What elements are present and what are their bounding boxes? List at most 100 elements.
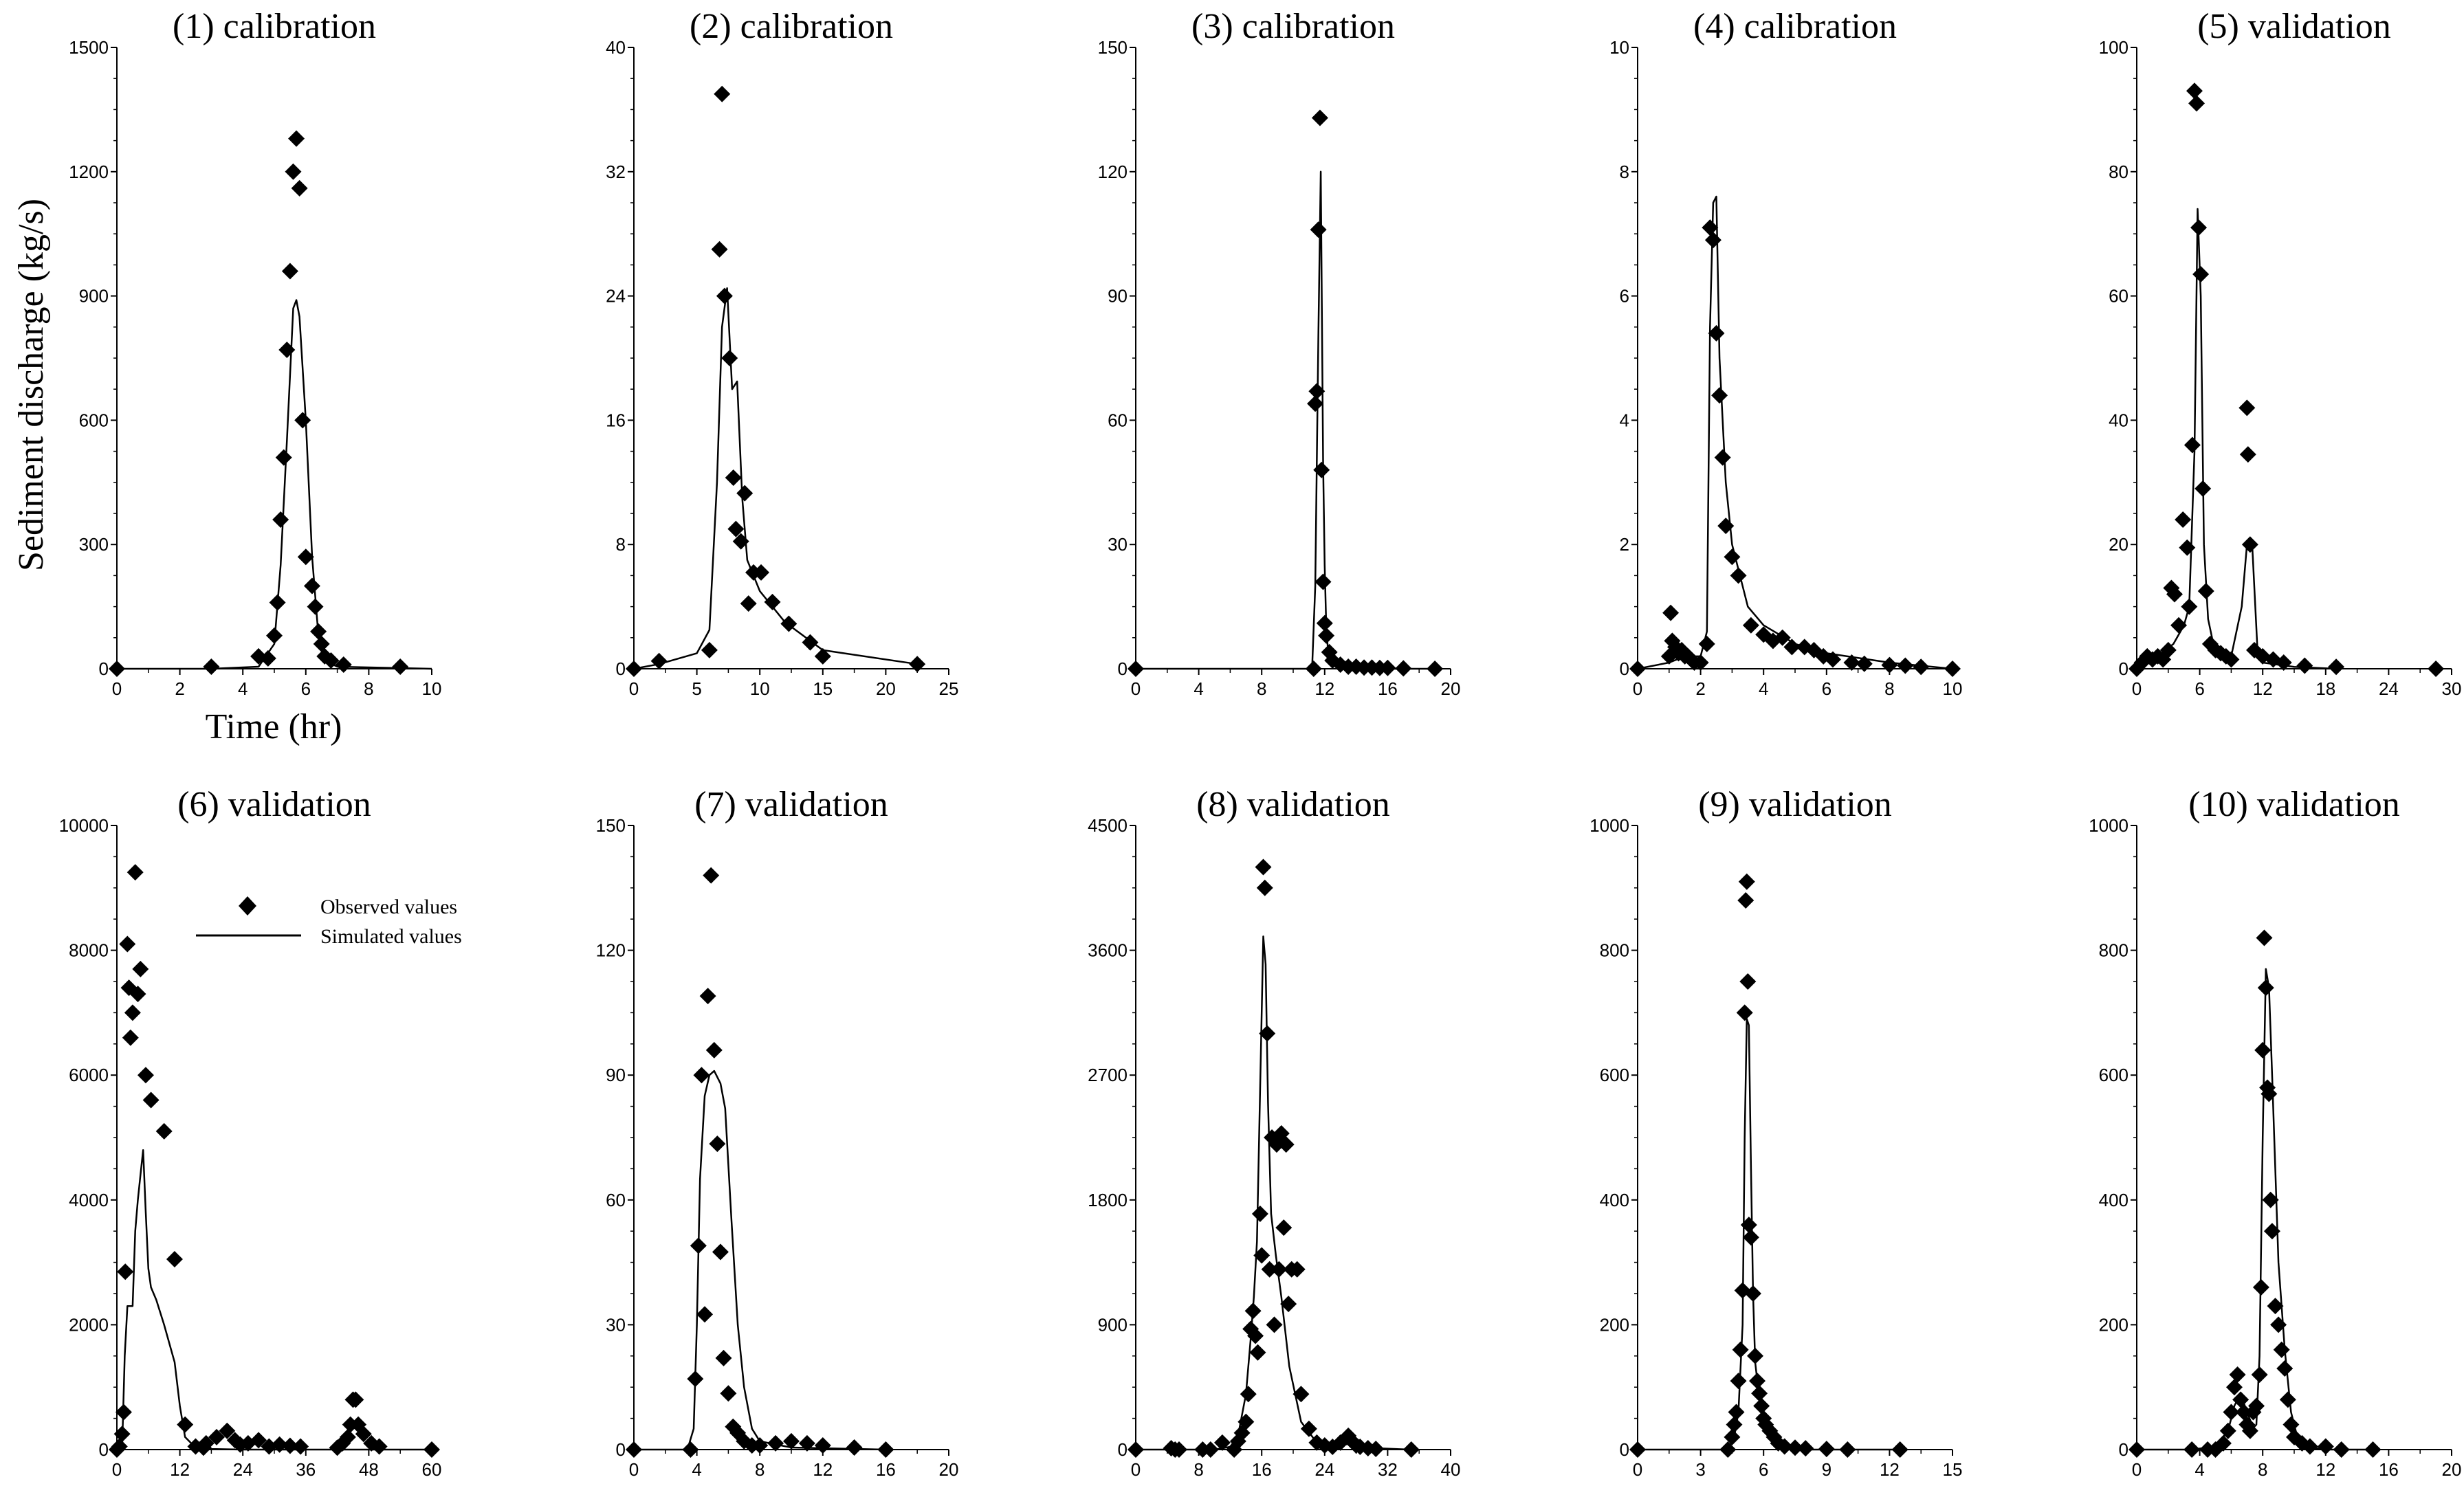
observed-point bbox=[2301, 1438, 2318, 1455]
y-tick-label: 150 bbox=[596, 815, 626, 836]
observed-point bbox=[2223, 1404, 2240, 1421]
observed-point bbox=[1843, 654, 1860, 671]
observed-point bbox=[711, 241, 728, 258]
observed-point bbox=[1379, 659, 1396, 676]
y-tick-label: 40 bbox=[2109, 410, 2128, 430]
x-tick-label: 8 bbox=[1194, 1459, 1203, 1480]
x-tick-label: 0 bbox=[1633, 678, 1642, 699]
observed-point bbox=[2219, 1422, 2236, 1439]
observed-point bbox=[1753, 1397, 1770, 1415]
observed-point bbox=[2257, 979, 2274, 997]
observed-point bbox=[1913, 658, 1930, 676]
legend-observed-marker bbox=[239, 896, 256, 916]
simulated-line bbox=[634, 1069, 886, 1451]
observed-point bbox=[303, 577, 320, 595]
observed-point bbox=[271, 1436, 288, 1453]
panel-8: (8) validation 0 900 1800 2700 3600 4500 0 8 16 24… bbox=[1088, 785, 1460, 1480]
observed-point bbox=[1305, 661, 1322, 677]
y-tick-label: 120 bbox=[1098, 162, 1128, 182]
observed-point bbox=[725, 469, 742, 487]
x-tick-label: 4 bbox=[1194, 678, 1203, 699]
y-tick-label: 0 bbox=[99, 1439, 109, 1460]
x-tick-label: 12 bbox=[2316, 1459, 2335, 1480]
x-tick-label: 4 bbox=[692, 1459, 701, 1480]
x-tick-label: 0 bbox=[1131, 1459, 1141, 1480]
y-tick-label: 20 bbox=[2109, 534, 2128, 555]
y-tick-label: 400 bbox=[2099, 1190, 2128, 1210]
observed-point bbox=[1251, 1205, 1268, 1222]
x-tick-label: 9 bbox=[1822, 1459, 1832, 1480]
y-tick-label: 600 bbox=[1600, 1065, 1629, 1085]
observed-point bbox=[1247, 1327, 1264, 1344]
panel-1: (1) calibration 0 300 600 900 1200 1500 0 2 4 6 8 10 bbox=[69, 7, 441, 699]
panel-title: (7) validation bbox=[694, 785, 888, 824]
observed-point bbox=[1280, 1296, 1297, 1313]
observed-point bbox=[1367, 1440, 1385, 1457]
observed-point bbox=[266, 627, 283, 644]
y-tick-label: 2700 bbox=[1088, 1065, 1128, 1085]
observed-point bbox=[2184, 436, 2201, 454]
simulated-line bbox=[2136, 208, 2337, 670]
x-tick-label: 0 bbox=[112, 1459, 122, 1480]
observed-point bbox=[1128, 1441, 1144, 1458]
x-tick-label: 3 bbox=[1695, 1459, 1705, 1480]
observed-point bbox=[1318, 627, 1335, 644]
observed-point bbox=[2296, 657, 2313, 674]
y-tick-label: 900 bbox=[1098, 1314, 1128, 1335]
observed-point bbox=[288, 130, 305, 147]
y-tick-label: 200 bbox=[1600, 1314, 1629, 1335]
simulated-line bbox=[1638, 1018, 1900, 1451]
observed-point bbox=[1311, 109, 1328, 126]
observed-point bbox=[1240, 1386, 1257, 1403]
observed-point bbox=[626, 661, 642, 677]
observed-point bbox=[2192, 265, 2210, 282]
observed-point bbox=[1783, 639, 1801, 656]
y-axis-label: Sediment discharge (kg/s) bbox=[12, 199, 51, 571]
observed-point bbox=[701, 641, 718, 658]
observed-point bbox=[1739, 973, 1757, 990]
observed-point bbox=[1170, 1441, 1187, 1458]
observed-point bbox=[2428, 661, 2445, 677]
x-tick-label: 8 bbox=[364, 678, 373, 699]
x-tick-label: 24 bbox=[1314, 1459, 1334, 1480]
observed-point bbox=[2252, 1278, 2269, 1296]
observed-point bbox=[2241, 1422, 2258, 1439]
observed-point bbox=[2270, 1316, 2287, 1333]
simulated-line bbox=[117, 1149, 432, 1451]
observed-point bbox=[814, 1437, 831, 1454]
observed-point bbox=[122, 1029, 139, 1046]
observed-point bbox=[696, 1306, 714, 1323]
observed-point bbox=[1314, 573, 1332, 590]
x-tick-label: 0 bbox=[1131, 678, 1141, 699]
x-tick-label: 10 bbox=[422, 678, 442, 699]
y-tick-label: 30 bbox=[606, 1314, 626, 1335]
observed-point bbox=[339, 1428, 356, 1445]
y-tick-label: 60 bbox=[1108, 410, 1128, 430]
observed-point bbox=[281, 263, 298, 280]
panel-3: (3) calibration 0 30 60 90 120 150 0 4 8 12 16 20 bbox=[1098, 7, 1461, 699]
y-tick-label: 3600 bbox=[1088, 940, 1128, 961]
observed-point bbox=[1797, 1440, 1814, 1457]
observed-point bbox=[1402, 1441, 1420, 1458]
observed-point bbox=[2267, 1298, 2284, 1315]
observed-point bbox=[732, 533, 749, 550]
observed-point bbox=[2273, 1341, 2290, 1358]
observed-point bbox=[177, 1416, 194, 1433]
x-tick-label: 0 bbox=[629, 678, 639, 699]
observed-point bbox=[197, 1434, 214, 1452]
observed-point bbox=[1629, 1441, 1646, 1458]
observed-point bbox=[2260, 1085, 2278, 1102]
observed-point bbox=[1288, 1261, 1306, 1278]
x-tick-label: 0 bbox=[2132, 678, 2142, 699]
y-tick-label: 4500 bbox=[1088, 815, 1128, 836]
observed-point bbox=[2282, 1416, 2300, 1433]
observed-point bbox=[1310, 221, 1327, 239]
observed-point bbox=[1787, 1439, 1803, 1456]
legend-observed-label: Observed values bbox=[320, 896, 457, 918]
panel-title: (4) calibration bbox=[1693, 7, 1897, 46]
x-tick-label: 0 bbox=[112, 678, 122, 699]
observed-point bbox=[2197, 583, 2214, 599]
y-tick-label: 4 bbox=[1620, 410, 1629, 430]
observed-point bbox=[278, 341, 296, 358]
observed-point bbox=[736, 485, 754, 502]
